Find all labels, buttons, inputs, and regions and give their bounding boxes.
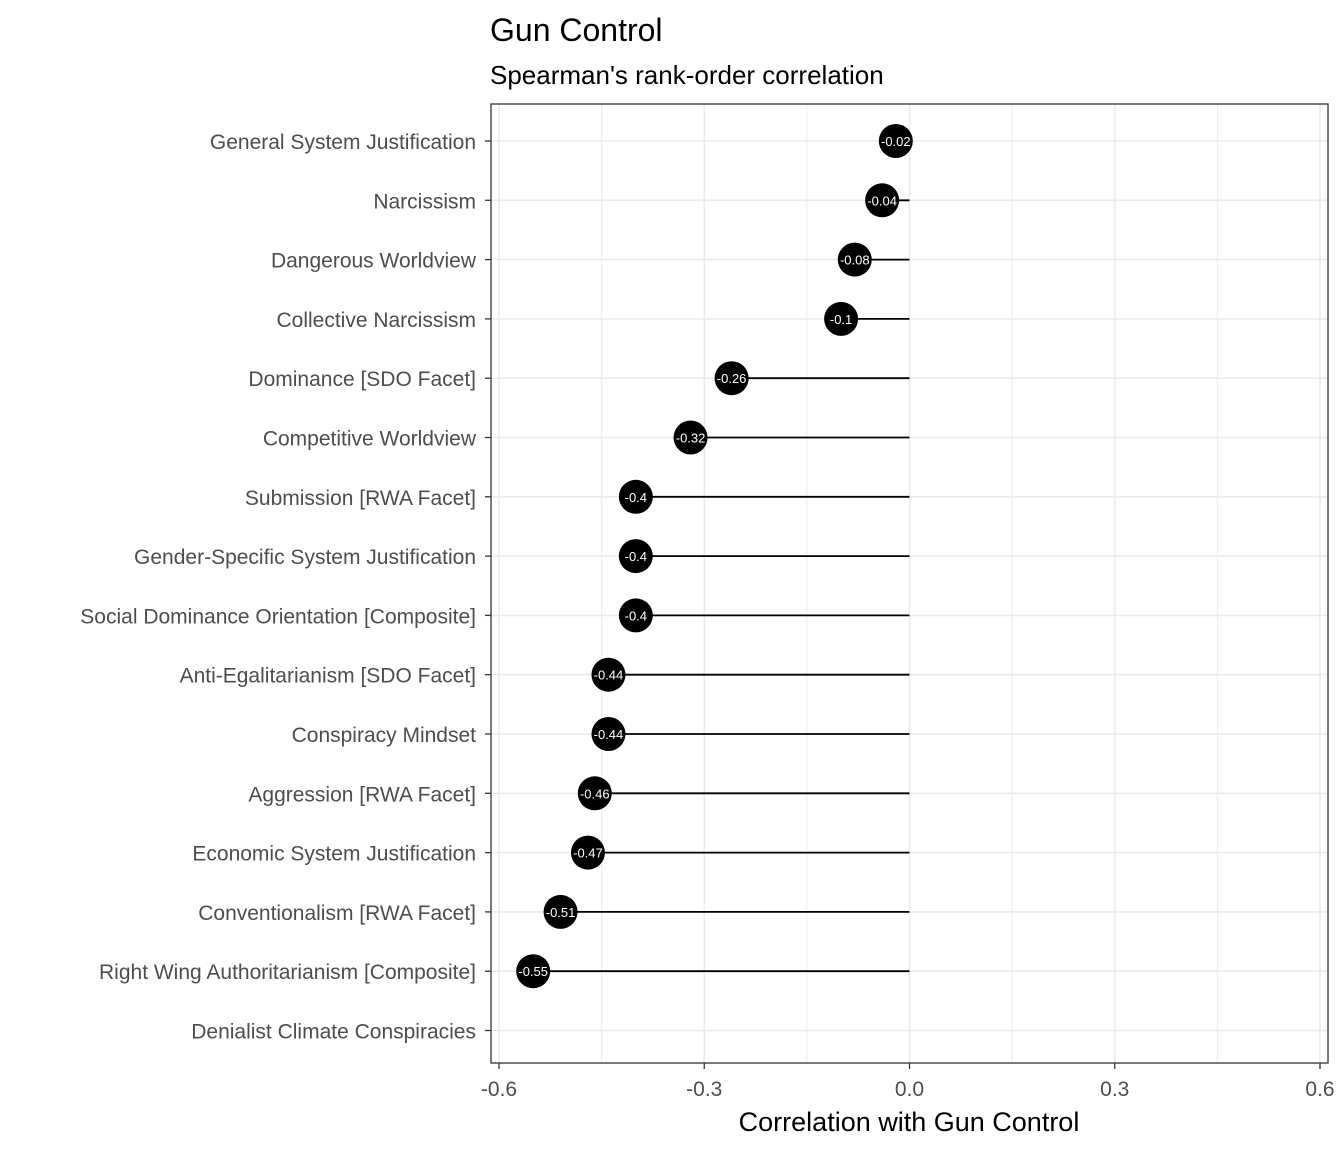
y-tick-label: Collective Narcissism <box>276 309 476 332</box>
y-tick-label: General System Justification <box>210 131 476 154</box>
y-tick-label: Economic System Justification <box>192 843 476 866</box>
value-label: -0.44 <box>594 727 624 742</box>
lollipop-point <box>714 361 749 396</box>
x-axis-title: Correlation with Gun Control <box>739 1107 1080 1137</box>
chart-title: Gun Control <box>490 12 663 48</box>
y-tick-label: Narcissism <box>373 190 476 213</box>
value-label: -0.4 <box>625 490 647 505</box>
y-tick-label: Dominance [SDO Facet] <box>248 368 476 391</box>
lollipop-point <box>865 183 900 218</box>
lollipop-point <box>570 835 605 870</box>
point-layer: -0.02 -0.04 -0.08 -0.1 -0.26 -0.32 -0.4 -0.4 -0.… <box>516 124 913 989</box>
y-tick-label: Right Wing Authoritarianism [Composite] <box>99 961 476 984</box>
value-label: -0.08 <box>840 253 870 268</box>
x-tick-label: 0.0 <box>895 1078 924 1101</box>
y-tick-label: Dangerous Worldview <box>271 250 477 273</box>
chart-subtitle: Spearman's rank-order correlation <box>490 60 884 90</box>
x-axis: -0.6 -0.3 0.0 0.3 0.6 <box>481 1063 1335 1101</box>
lollipop-point <box>577 776 612 811</box>
y-tick-label: Anti-Egalitarianism [SDO Facet] <box>180 665 476 688</box>
y-tick-label: Conspiracy Mindset <box>292 724 477 747</box>
y-tick-label: Denialist Climate Conspiracies <box>191 1021 476 1044</box>
value-label: -0.1 <box>830 312 852 327</box>
x-tick-label: 0.6 <box>1305 1078 1334 1101</box>
y-tick-label: Social Dominance Orientation [Composite] <box>80 605 476 628</box>
lollipop-point <box>618 479 653 514</box>
value-label: -0.32 <box>676 431 706 446</box>
value-label: -0.46 <box>580 786 610 801</box>
grid-layer <box>491 104 1328 1063</box>
lollipop-point <box>591 717 626 751</box>
lollipop-point <box>618 539 653 574</box>
x-tick-label: -0.3 <box>686 1078 722 1101</box>
lollipop-point <box>837 242 872 277</box>
x-tick-label: -0.6 <box>481 1078 517 1101</box>
value-label: -0.02 <box>881 134 911 149</box>
lollipop-point <box>618 598 653 633</box>
lollipop-point <box>591 657 626 692</box>
value-label: -0.4 <box>625 549 647 564</box>
value-label: -0.55 <box>518 964 548 979</box>
value-label: -0.26 <box>717 371 747 386</box>
y-tick-label: Competitive Worldview <box>263 428 477 451</box>
x-tick-label: 0.3 <box>1100 1078 1129 1101</box>
value-label: -0.04 <box>867 193 897 208</box>
lollipop-point <box>543 894 578 929</box>
y-tick-label: Gender-Specific System Justification <box>134 546 476 569</box>
lollipop-point <box>516 954 551 989</box>
value-label: -0.51 <box>546 905 576 920</box>
y-axis: General System Justification Narcissism Da… <box>80 131 491 1044</box>
lollipop-point <box>824 301 859 336</box>
y-tick-label: Submission [RWA Facet] <box>245 487 476 510</box>
value-label: -0.47 <box>573 846 603 861</box>
y-tick-label: Conventionalism [RWA Facet] <box>198 902 476 925</box>
value-label: -0.4 <box>625 608 647 623</box>
lollipop-point <box>673 420 708 455</box>
y-tick-label: Aggression [RWA Facet] <box>248 783 476 806</box>
lollipop-point <box>878 124 913 158</box>
value-label: -0.44 <box>594 668 624 683</box>
